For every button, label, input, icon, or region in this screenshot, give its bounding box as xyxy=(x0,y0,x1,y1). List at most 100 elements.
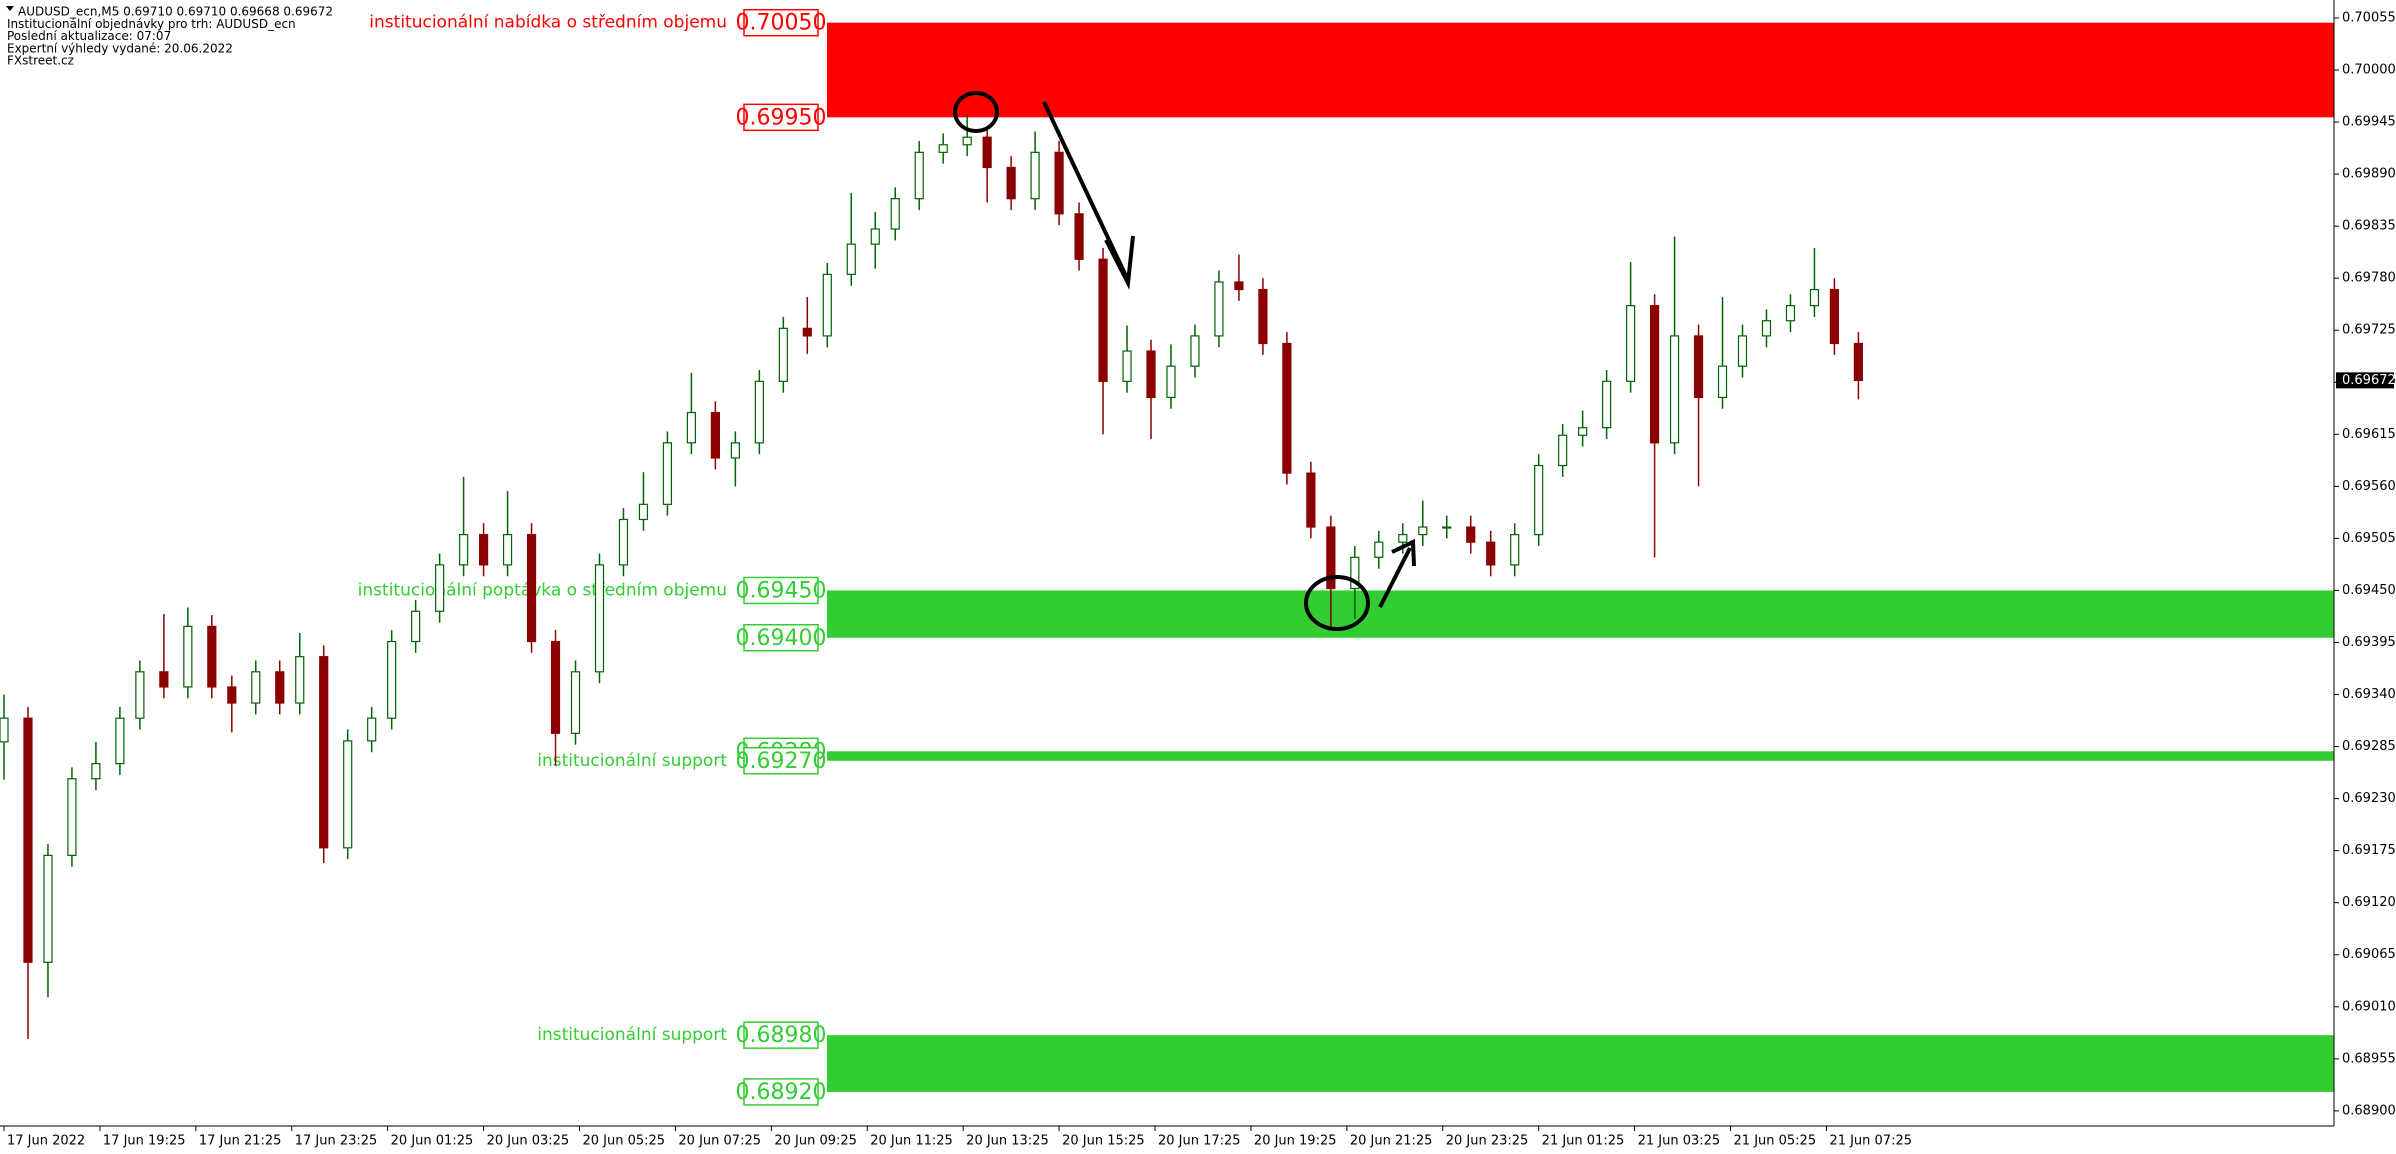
candle-body xyxy=(1558,434,1568,467)
candle-body xyxy=(710,411,720,459)
candle-body xyxy=(343,740,353,849)
candle-body xyxy=(754,380,764,444)
candle-body xyxy=(914,151,924,200)
candle-body xyxy=(135,671,145,719)
candle-body xyxy=(411,610,421,643)
x-tick-label: 20 Jun 05:25 xyxy=(583,1134,666,1149)
arrow-annotation xyxy=(1378,547,1412,608)
zone xyxy=(827,751,2334,761)
candle-body xyxy=(846,243,856,276)
candle-body xyxy=(890,198,900,230)
y-tick-label: 0.69120 xyxy=(2342,895,2396,910)
zone-name: institucionální nabídka o středním objem… xyxy=(369,13,727,33)
menu-triangle xyxy=(6,6,14,11)
x-tick-label: 20 Jun 19:25 xyxy=(1254,1134,1337,1149)
candle-body xyxy=(1006,166,1016,200)
price-box xyxy=(743,747,819,775)
price-box xyxy=(743,8,819,37)
candle-body xyxy=(1737,335,1748,367)
y-tick-label: 0.69065 xyxy=(2342,947,2396,962)
y-tick-label: 0.68900 xyxy=(2342,1103,2396,1118)
zone xyxy=(827,22,2334,118)
zone xyxy=(827,590,2334,638)
y-tick-label: 0.69835 xyxy=(2342,219,2396,234)
price-box xyxy=(743,624,819,652)
x-tick-label: 20 Jun 23:25 xyxy=(1446,1134,1529,1149)
candle-body xyxy=(1486,541,1496,566)
x-tick-label: 21 Jun 03:25 xyxy=(1638,1134,1721,1149)
x-tick-label: 17 Jun 23:25 xyxy=(295,1134,378,1149)
candle-body xyxy=(1649,305,1660,444)
price-label: 0.69950 xyxy=(736,105,827,130)
circle-annotation xyxy=(1304,575,1370,631)
x-tick-label: 20 Jun 01:25 xyxy=(391,1134,474,1149)
candle-body xyxy=(1626,305,1636,382)
price-box xyxy=(743,1078,819,1106)
zone xyxy=(827,1035,2334,1092)
candle-body xyxy=(67,778,77,856)
candle-body xyxy=(1398,534,1408,543)
candle-body xyxy=(594,564,605,673)
arrow-head xyxy=(1391,538,1416,567)
candle-body xyxy=(227,686,237,704)
annotations xyxy=(953,91,1416,631)
arrow-annotation xyxy=(1042,101,1128,277)
candle-body xyxy=(550,640,561,734)
candle-body xyxy=(730,442,740,459)
y-tick-label: 0.69560 xyxy=(2342,479,2396,494)
x-tick-label: 20 Jun 07:25 xyxy=(678,1134,761,1149)
candle-body xyxy=(822,273,832,337)
y-tick-label: 0.69505 xyxy=(2342,531,2396,546)
candle-body xyxy=(207,625,217,688)
y-tick-label: 0.69725 xyxy=(2342,323,2396,338)
candle-body xyxy=(502,534,513,566)
circle-annotation xyxy=(953,91,999,133)
candle-body xyxy=(1234,281,1244,291)
candle-body xyxy=(1853,342,1864,381)
zone-name: institucionální poptávka o středním obje… xyxy=(358,580,727,600)
candle-body xyxy=(1785,305,1796,322)
candle-body xyxy=(319,656,329,849)
candle-body xyxy=(1098,258,1108,382)
candle-body xyxy=(570,671,581,734)
candle-body xyxy=(251,671,261,704)
candle-body xyxy=(295,656,305,704)
candle-body xyxy=(183,625,193,688)
y-tick-label: 0.69945 xyxy=(2342,115,2396,130)
x-tick-label: 20 Jun 03:25 xyxy=(487,1134,570,1149)
candle-body xyxy=(23,717,33,963)
arrow-head xyxy=(1104,235,1135,290)
y-tick-label: 0.69450 xyxy=(2342,583,2396,598)
x-tick-label: 17 Jun 21:25 xyxy=(199,1134,282,1149)
price-label: 0.68980 xyxy=(736,1023,827,1048)
x-tick-label: 21 Jun 07:25 xyxy=(1829,1134,1912,1149)
y-tick-label: 0.68955 xyxy=(2342,1051,2396,1066)
candle-body xyxy=(459,534,469,566)
candle-body xyxy=(962,136,972,146)
candle-body xyxy=(870,228,880,245)
candle-body xyxy=(1326,526,1336,590)
candle-body xyxy=(1166,365,1176,399)
candle-body xyxy=(387,640,397,719)
candle-body xyxy=(367,717,377,742)
y-tick-label: 0.69780 xyxy=(2342,271,2396,286)
candle-body xyxy=(1258,288,1268,345)
candle-body xyxy=(1074,213,1084,260)
y-tick-label: 0.70055 xyxy=(2342,10,2396,25)
candle-body xyxy=(1809,288,1820,307)
x-tick-label: 20 Jun 13:25 xyxy=(966,1134,1049,1149)
zone-name: institucionální support xyxy=(537,1025,727,1045)
zones: 0.70050 0.69950 institucionální nabídka o … xyxy=(358,8,2334,1106)
candle-body xyxy=(1418,526,1428,536)
candle-body xyxy=(1578,427,1588,436)
price-label: 0.70050 xyxy=(736,11,827,36)
price-box xyxy=(743,1021,819,1049)
candle-body xyxy=(778,327,788,382)
info-line: Poslední aktualizace: 07:07 xyxy=(7,29,171,43)
x-tick-label: 17 Jun 2022 xyxy=(7,1134,85,1149)
candle-body xyxy=(0,717,9,743)
